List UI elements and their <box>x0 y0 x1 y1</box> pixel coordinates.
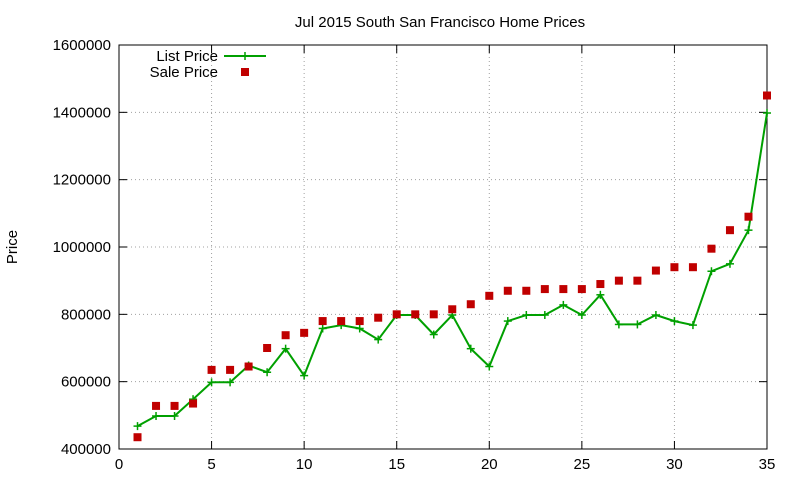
data-point <box>577 311 586 320</box>
data-point <box>522 311 531 320</box>
x-tick-label: 20 <box>481 456 498 473</box>
data-point <box>670 263 679 272</box>
data-point <box>744 226 753 235</box>
data-point <box>651 311 660 320</box>
data-point <box>448 305 457 314</box>
y-tick-label: 1600000 <box>53 37 111 54</box>
x-tick-label: 10 <box>296 456 313 473</box>
y-tick-label: 400000 <box>61 441 111 458</box>
data-point <box>688 263 697 272</box>
data-point <box>725 226 734 235</box>
data-point <box>707 267 716 276</box>
y-tick-label: 800000 <box>61 306 111 323</box>
y-tick-label: 1200000 <box>53 172 111 189</box>
data-point <box>152 412 161 421</box>
data-point <box>392 310 401 319</box>
data-point <box>318 317 327 326</box>
data-point <box>152 401 161 410</box>
data-point <box>540 311 549 320</box>
data-point <box>688 321 697 330</box>
data-point <box>577 285 586 294</box>
data-point <box>540 285 549 294</box>
data-point <box>355 324 364 333</box>
series-layer <box>133 91 771 442</box>
x-tick-label: 30 <box>666 456 683 473</box>
data-point <box>633 320 642 329</box>
y-tick-label: 1000000 <box>53 239 111 256</box>
data-point <box>744 212 753 221</box>
data-point <box>485 362 494 371</box>
data-point <box>263 368 272 377</box>
data-point <box>170 412 179 421</box>
data-point <box>207 378 216 387</box>
data-point <box>503 286 512 295</box>
data-point <box>374 335 383 344</box>
y-axis-label: Price <box>4 230 21 264</box>
legend-label: Sale Price <box>150 64 218 81</box>
data-point <box>559 285 568 294</box>
data-point <box>374 313 383 322</box>
x-tick-label: 35 <box>759 456 776 473</box>
data-point <box>763 91 771 100</box>
data-point <box>633 276 642 285</box>
data-point <box>614 276 623 285</box>
plot-frame <box>118 44 768 450</box>
data-point <box>263 344 272 352</box>
x-tick-label: 0 <box>115 456 123 473</box>
data-point <box>170 401 179 410</box>
data-point <box>281 331 290 340</box>
x-tick-label: 5 <box>207 456 215 473</box>
x-tick-label: 15 <box>388 456 405 473</box>
data-point <box>300 371 309 380</box>
data-point <box>226 378 235 387</box>
chart-title: Jul 2015 South San Francisco Home Prices <box>295 14 585 31</box>
data-point <box>318 324 327 333</box>
data-point <box>485 291 494 300</box>
data-point <box>725 259 734 268</box>
data-point <box>429 330 438 339</box>
data-point <box>503 317 512 326</box>
data-point <box>207 365 216 374</box>
data-point <box>707 244 716 253</box>
data-point <box>281 344 290 353</box>
data-point <box>596 280 605 289</box>
data-point <box>596 290 605 299</box>
data-point <box>614 320 623 329</box>
data-point <box>651 266 660 275</box>
legend-marker <box>241 52 249 60</box>
data-point <box>133 433 142 442</box>
data-point <box>244 362 253 371</box>
data-point <box>670 317 679 326</box>
data-point <box>429 310 438 319</box>
data-point <box>466 344 475 353</box>
grid <box>119 45 767 449</box>
data-point <box>300 328 309 337</box>
legend-label: List Price <box>156 48 218 65</box>
x-tick-label: 25 <box>574 456 591 473</box>
y-tick-label: 600000 <box>61 374 111 391</box>
data-point <box>337 317 346 326</box>
series-sale-price <box>133 91 771 442</box>
data-point <box>763 109 771 118</box>
data-point <box>133 422 142 431</box>
data-point <box>559 300 568 309</box>
data-point <box>189 399 198 408</box>
data-point <box>466 300 475 309</box>
axis-ticks: 400000 600000 800000 1000000 1200000 1400000 1… <box>53 37 776 473</box>
data-point <box>411 310 420 319</box>
y-tick-label: 1400000 <box>53 104 111 121</box>
legend-marker <box>241 68 249 76</box>
data-point <box>226 365 235 374</box>
data-point <box>355 317 364 326</box>
data-point <box>522 286 531 295</box>
